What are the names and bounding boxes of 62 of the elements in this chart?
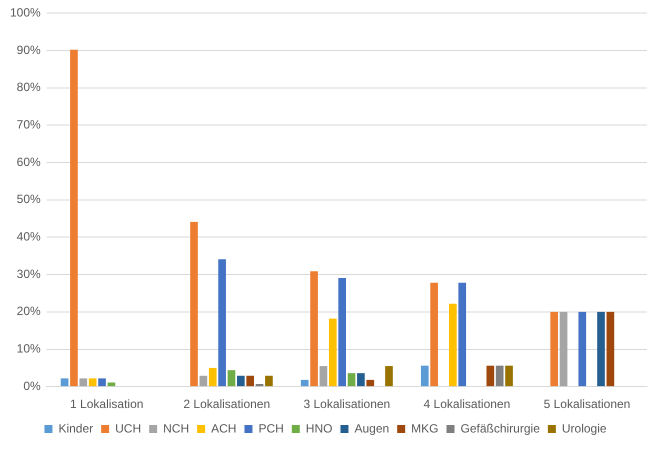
y-tick-label: 30%: [16, 266, 42, 281]
bar: [366, 380, 374, 386]
bar: [486, 366, 494, 386]
legend-label: PCH: [258, 421, 284, 436]
legend-label: HNO: [306, 421, 332, 436]
y-tick-label: 40%: [16, 230, 42, 244]
y-tick-label: 50%: [16, 192, 42, 206]
bar: [449, 304, 457, 386]
x-tick-label: 5 Lokalisationen: [544, 397, 630, 412]
bar: [79, 378, 88, 386]
y-tick-label: 100%: [10, 6, 42, 20]
bar: [496, 366, 504, 386]
y-tick-label: 0%: [23, 378, 42, 393]
y-tick-label: 10%: [16, 342, 42, 356]
bar: [420, 366, 429, 386]
legend-label: Urologie: [562, 421, 607, 436]
bar: [385, 366, 393, 386]
legend-label: MKG: [411, 421, 439, 436]
x-tick-label: 2 Lokalisationen: [183, 397, 270, 412]
bar: [60, 378, 68, 386]
bar: [190, 222, 198, 386]
bar: [300, 380, 309, 386]
bar: [430, 282, 438, 386]
bar: [208, 368, 217, 386]
bar: [328, 318, 337, 386]
bar: [108, 382, 116, 386]
bar: [256, 384, 264, 386]
bar: [505, 366, 513, 386]
bar: [236, 376, 245, 386]
bar: [338, 278, 346, 386]
bar: [98, 378, 106, 386]
legend-label: NCH: [163, 421, 190, 436]
y-tick-label: 70%: [16, 118, 42, 132]
legend-label: UCH: [115, 421, 142, 436]
bar: [458, 282, 466, 386]
legend-label: Gefäßchirurgie: [460, 421, 540, 436]
bar: [320, 366, 328, 386]
bar: [265, 376, 273, 386]
bar: [246, 376, 254, 386]
y-tick-label: 20%: [16, 304, 42, 318]
bar: [348, 373, 356, 386]
legend-label: Augen: [354, 421, 390, 436]
bar: [597, 312, 605, 386]
legend-label: Kinder: [58, 421, 94, 436]
bar: [606, 312, 614, 386]
bar: [578, 312, 586, 386]
x-tick-label: 4 Lokalisationen: [424, 397, 510, 412]
bar: [200, 376, 208, 386]
y-tick-label: 90%: [16, 42, 42, 57]
bar: [550, 312, 558, 386]
bar: [228, 370, 236, 386]
y-tick-label: 80%: [16, 80, 42, 94]
bar: [310, 271, 318, 386]
bar: [70, 50, 78, 386]
bar: [357, 373, 365, 386]
x-tick-label: 3 Lokalisationen: [303, 397, 390, 412]
x-tick-label: 1 Lokalisation: [70, 397, 144, 412]
bar: [88, 378, 97, 386]
legend-label: ACH: [211, 421, 236, 436]
y-tick-label: 60%: [16, 154, 42, 169]
bar: [560, 312, 568, 386]
bar: [218, 259, 226, 386]
